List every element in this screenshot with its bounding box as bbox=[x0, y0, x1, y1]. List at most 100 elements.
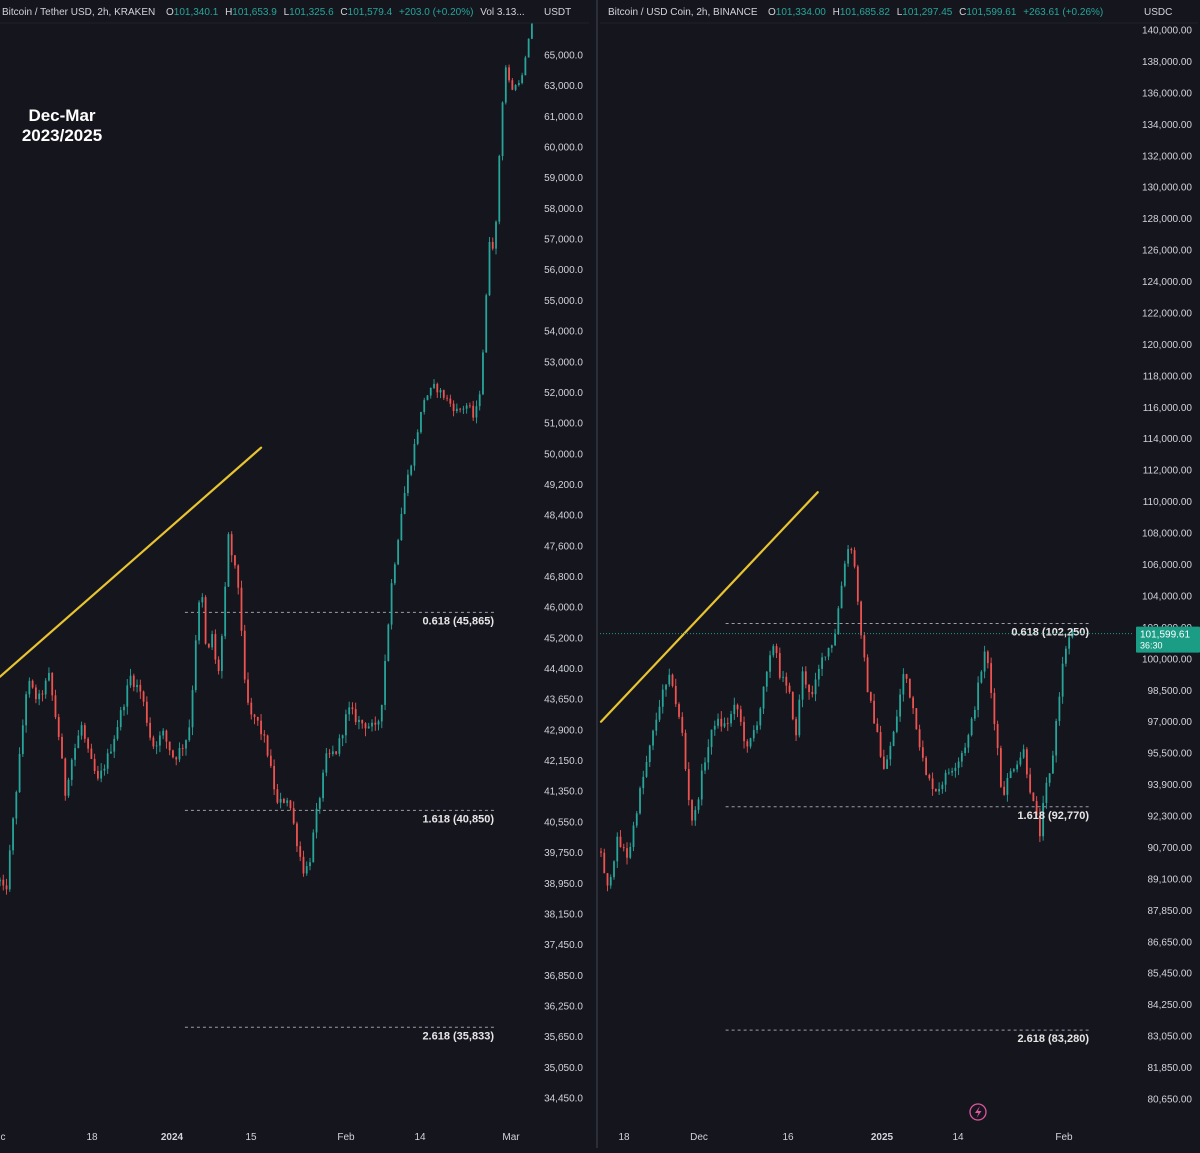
left-candle-body bbox=[263, 734, 266, 736]
right-y-tick: 114,000.00 bbox=[1143, 434, 1193, 445]
left-candle-body bbox=[64, 758, 67, 796]
right-candle-body bbox=[746, 741, 749, 747]
right-price-badge-countdown: 36:30 bbox=[1140, 641, 1163, 651]
left-plot-area[interactable] bbox=[0, 22, 533, 1028]
right-candle-body bbox=[814, 679, 817, 695]
right-x-tick: Dec bbox=[690, 1132, 708, 1143]
left-candle-body bbox=[338, 738, 341, 754]
right-y-tick: 110,000.00 bbox=[1143, 497, 1193, 508]
left-candle-body bbox=[253, 714, 256, 717]
left-plot[interactable]: 0.618 (45,865) 1.618 (40,850) 2.618 (35,83… bbox=[0, 0, 598, 1148]
right-candle-body bbox=[811, 692, 814, 695]
right-price-axis[interactable]: 140,000.00 138,000.00 136,000.00 134,000.00… bbox=[1142, 26, 1192, 1106]
left-currency-label[interactable]: USDT bbox=[544, 7, 571, 18]
left-candle-body bbox=[289, 800, 292, 809]
left-candle-body bbox=[351, 707, 354, 710]
left-candle-body bbox=[90, 748, 93, 759]
right-candle-body bbox=[1032, 792, 1035, 802]
right-candle-body bbox=[671, 674, 674, 686]
right-candle-body bbox=[736, 704, 739, 710]
right-trendline[interactable] bbox=[599, 491, 819, 723]
left-candle-body bbox=[393, 564, 396, 584]
left-candle-body bbox=[331, 751, 334, 755]
right-candle-body bbox=[681, 716, 684, 733]
right-candle-body bbox=[1068, 637, 1071, 649]
right-candle-body bbox=[739, 709, 742, 722]
left-candle-body bbox=[361, 719, 364, 724]
left-candle-body bbox=[371, 722, 373, 727]
right-candle-body bbox=[928, 774, 931, 779]
left-candle-body bbox=[462, 408, 465, 410]
left-candle-body bbox=[149, 722, 152, 738]
left-y-tick: 39,750.0 bbox=[544, 848, 583, 859]
right-candle-body bbox=[993, 692, 996, 725]
left-candle-body bbox=[410, 465, 413, 475]
right-candle-body bbox=[691, 800, 693, 821]
right-candle-body bbox=[830, 645, 833, 648]
right-candle-body bbox=[710, 729, 713, 748]
right-candle-body bbox=[765, 671, 768, 687]
left-candle-body bbox=[201, 597, 204, 603]
right-candle-body bbox=[713, 725, 716, 730]
left-candle-body bbox=[204, 597, 207, 644]
right-x-tick: 18 bbox=[618, 1132, 630, 1143]
right-candle-body bbox=[908, 678, 911, 698]
left-y-tick: 46,800.0 bbox=[544, 572, 583, 583]
right-candle-body bbox=[791, 691, 794, 720]
right-candle-body bbox=[626, 848, 628, 858]
left-candle-body bbox=[217, 659, 220, 672]
right-y-tick: 90,700.00 bbox=[1148, 843, 1193, 854]
left-candle-body bbox=[345, 714, 347, 736]
left-candle-body bbox=[234, 555, 236, 566]
left-candle-body bbox=[283, 798, 285, 803]
right-currency-label[interactable]: USDC bbox=[1144, 7, 1172, 18]
left-candle-body bbox=[126, 685, 129, 707]
left-candle-body bbox=[446, 397, 448, 399]
left-y-tick: 50,000.0 bbox=[544, 449, 583, 460]
right-candle-body bbox=[726, 723, 729, 725]
left-open-value: 101,340.1 bbox=[174, 7, 219, 18]
right-candle-body bbox=[1006, 778, 1009, 795]
left-candle-body bbox=[322, 772, 324, 799]
left-candle-body bbox=[469, 405, 471, 407]
left-candle-body bbox=[335, 751, 338, 754]
right-candle-body bbox=[674, 685, 677, 705]
right-candle-body bbox=[1045, 782, 1048, 803]
left-candle-body bbox=[390, 583, 393, 625]
right-candle-body bbox=[980, 671, 983, 683]
right-price-badge[interactable] bbox=[1136, 626, 1200, 653]
right-plot-area[interactable] bbox=[600, 545, 1090, 1031]
left-candle-body bbox=[305, 866, 308, 874]
left-candle-body bbox=[129, 675, 132, 686]
right-candle-body bbox=[645, 762, 648, 777]
left-candle-body bbox=[221, 636, 223, 672]
right-chart-header: Bitcoin / USD Coin, 2h, BINANCE O101,334… bbox=[608, 7, 1103, 18]
left-candle-body bbox=[325, 753, 328, 773]
right-plot[interactable]: 0.618 (102,250) 1.618 (92,770) 2.618 (83,2… bbox=[599, 22, 1200, 1143]
right-candle-body bbox=[817, 668, 820, 680]
left-candle-body bbox=[185, 740, 187, 749]
left-candle-body bbox=[25, 694, 28, 726]
lightning-icon[interactable] bbox=[969, 1103, 987, 1121]
left-time-axis[interactable]: c 18 2024 15 Feb 14 Mar bbox=[1, 1132, 521, 1143]
left-candle-body bbox=[214, 634, 217, 660]
left-candle-body bbox=[96, 771, 99, 779]
right-candle-body bbox=[912, 697, 914, 709]
right-time-axis[interactable]: 18 Dec 16 2025 14 Feb bbox=[618, 1132, 1073, 1143]
right-candle-body bbox=[642, 776, 645, 789]
right-candle-body bbox=[1029, 774, 1032, 793]
left-candle-body bbox=[145, 701, 148, 723]
left-price-axis[interactable]: 65,000.0 63,000.0 61,000.0 60,000.0 59,000.0… bbox=[544, 51, 583, 1105]
left-x-tick: Mar bbox=[502, 1132, 520, 1143]
right-candle-body bbox=[967, 735, 970, 748]
left-candle-body bbox=[123, 706, 125, 711]
left-fib-label-0: 0.618 (45,865) bbox=[422, 615, 494, 627]
right-change: +263.61 (+0.26%) bbox=[1023, 7, 1103, 18]
right-high-label: H bbox=[833, 7, 840, 18]
left-y-tick: 42,900.0 bbox=[544, 725, 583, 736]
left-trendline[interactable] bbox=[0, 446, 263, 678]
left-close-label: C bbox=[340, 7, 347, 18]
left-y-tick: 52,000.0 bbox=[544, 388, 583, 399]
left-volume: Vol 3.13... bbox=[480, 7, 524, 18]
